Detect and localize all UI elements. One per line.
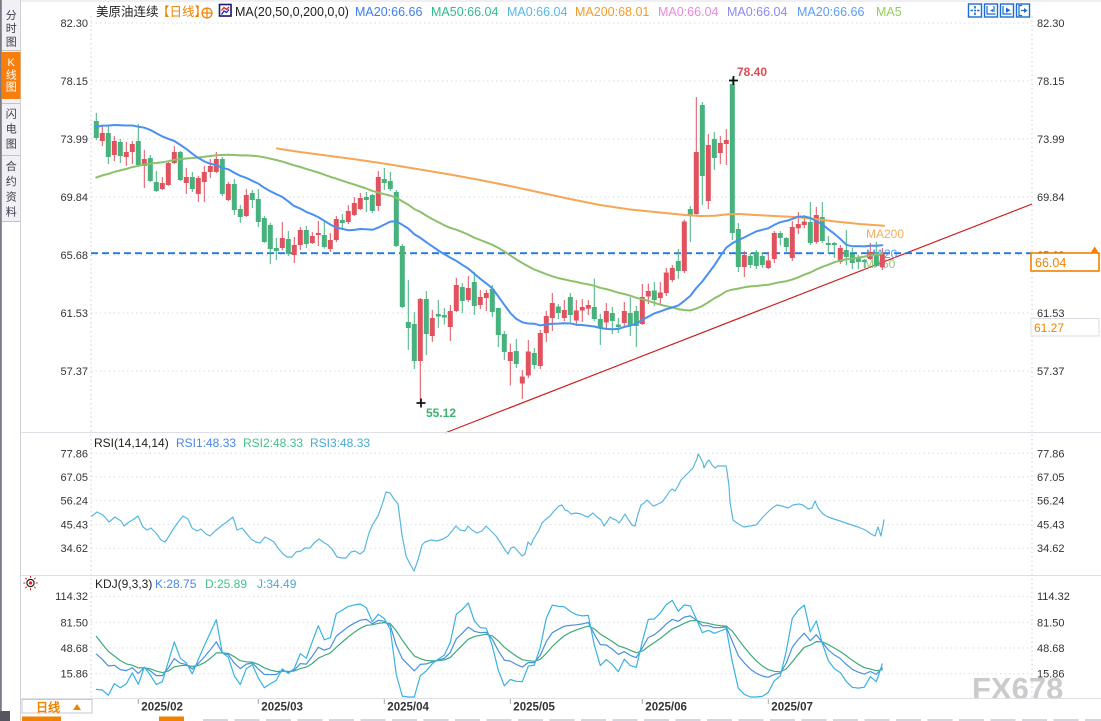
svg-text:MA0:66.04: MA0:66.04	[658, 5, 719, 19]
svg-text:73.99: 73.99	[60, 134, 88, 146]
svg-text:69.84: 69.84	[1037, 192, 1065, 204]
svg-text:图: 图	[6, 35, 17, 48]
svg-text:82.30: 82.30	[60, 18, 88, 30]
svg-text:82.30: 82.30	[1037, 18, 1065, 30]
svg-text:2025/03: 2025/03	[261, 702, 303, 714]
svg-text:图: 图	[6, 138, 17, 151]
svg-text:65.68: 65.68	[60, 250, 88, 262]
svg-text:48.68: 48.68	[1037, 643, 1065, 655]
svg-text:约: 约	[6, 175, 17, 188]
svg-text:69.84: 69.84	[60, 192, 88, 204]
svg-text:J:34.49: J:34.49	[257, 577, 297, 591]
svg-text:日线: 日线	[36, 700, 60, 715]
svg-text:【日线】: 【日线】	[157, 5, 207, 19]
svg-text:线: 线	[6, 67, 17, 81]
svg-text:闪: 闪	[6, 107, 17, 121]
svg-text:MA200: MA200	[866, 227, 904, 241]
svg-text:15.86: 15.86	[1037, 669, 1065, 681]
svg-text:73.99: 73.99	[1037, 134, 1065, 146]
svg-text:2025/07: 2025/07	[771, 702, 813, 714]
svg-text:45.43: 45.43	[60, 520, 88, 532]
svg-text:2025/05: 2025/05	[513, 702, 555, 714]
svg-text:55.12: 55.12	[426, 406, 456, 420]
svg-text:MA0:66.04: MA0:66.04	[727, 5, 788, 19]
svg-text:61.53: 61.53	[1037, 308, 1065, 320]
svg-text:78.15: 78.15	[60, 76, 88, 88]
svg-text:77.86: 77.86	[1037, 448, 1065, 460]
svg-text:61.27: 61.27	[1034, 321, 1064, 335]
svg-text:美原油连续: 美原油连续	[96, 4, 159, 19]
svg-text:67.05: 67.05	[60, 472, 88, 484]
svg-text:MA0:66.04: MA0:66.04	[507, 5, 568, 19]
svg-text:67.05: 67.05	[1037, 472, 1065, 484]
svg-text:K: K	[8, 57, 16, 69]
svg-text:FX678: FX678	[972, 671, 1063, 706]
svg-text:61.53: 61.53	[60, 308, 88, 320]
svg-text:78.15: 78.15	[1037, 76, 1065, 88]
svg-text:114.32: 114.32	[1037, 591, 1070, 603]
svg-text:资: 资	[6, 190, 17, 203]
svg-text:2025/04: 2025/04	[387, 702, 429, 714]
svg-text:34.62: 34.62	[60, 543, 88, 555]
svg-text:77.86: 77.86	[60, 448, 88, 460]
svg-text:合: 合	[6, 159, 17, 173]
svg-text:114.32: 114.32	[55, 591, 88, 603]
svg-text:81.50: 81.50	[60, 617, 88, 629]
svg-text:34.62: 34.62	[1037, 543, 1065, 555]
svg-text:图: 图	[6, 81, 17, 94]
svg-text:2025/06: 2025/06	[645, 702, 687, 714]
svg-text:57.37: 57.37	[60, 366, 88, 378]
svg-text:MA5: MA5	[876, 5, 902, 19]
svg-text:RSI3:48.33: RSI3:48.33	[310, 436, 370, 450]
svg-text:RSI(14,14,14): RSI(14,14,14)	[94, 436, 169, 450]
svg-text:78.40: 78.40	[737, 65, 767, 79]
svg-text:电: 电	[6, 123, 17, 136]
svg-text:D:25.89: D:25.89	[205, 577, 247, 591]
svg-text:MA50:66.04: MA50:66.04	[431, 5, 498, 19]
svg-text:56.24: 56.24	[1037, 496, 1065, 508]
svg-text:MA20:66.66: MA20:66.66	[797, 5, 864, 19]
svg-text:分: 分	[6, 9, 17, 22]
svg-text:RSI1:48.33: RSI1:48.33	[176, 436, 236, 450]
svg-text:MA(20,50,0,200,0,0): MA(20,50,0,200,0,0)	[235, 5, 349, 19]
svg-text:KDJ(9,3,3): KDJ(9,3,3)	[95, 577, 152, 591]
svg-text:RSI2:48.33: RSI2:48.33	[243, 436, 303, 450]
svg-text:15.86: 15.86	[60, 669, 88, 681]
svg-text:45.43: 45.43	[1037, 520, 1065, 532]
svg-text:48.68: 48.68	[60, 643, 88, 655]
svg-text:MA200:68.01: MA200:68.01	[575, 5, 649, 19]
svg-text:K:28.75: K:28.75	[155, 577, 197, 591]
svg-text:81.50: 81.50	[1037, 617, 1065, 629]
svg-text:MA20:66.66: MA20:66.66	[355, 5, 422, 19]
svg-text:56.24: 56.24	[60, 496, 88, 508]
svg-text:2025/02: 2025/02	[141, 702, 183, 714]
svg-text:66.04: 66.04	[1035, 256, 1066, 270]
svg-text:时: 时	[6, 22, 17, 35]
svg-text:料: 料	[6, 205, 17, 219]
svg-text:57.37: 57.37	[1037, 366, 1065, 378]
